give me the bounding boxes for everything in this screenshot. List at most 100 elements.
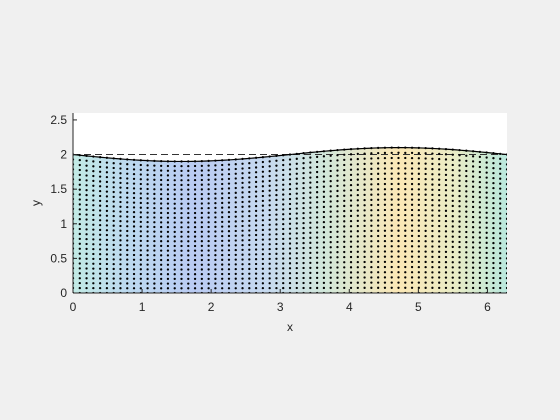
grid-node xyxy=(404,156,407,160)
grid-node xyxy=(119,287,122,290)
grid-node xyxy=(119,220,122,223)
grid-node xyxy=(112,224,115,227)
grid-node xyxy=(166,254,170,257)
grid-node xyxy=(315,271,319,274)
grid-node xyxy=(492,201,495,205)
grid-node xyxy=(465,246,468,249)
grid-node xyxy=(492,226,495,230)
grid-node xyxy=(282,272,285,275)
grid-node xyxy=(363,173,366,176)
grid-node xyxy=(390,188,393,191)
grid-node xyxy=(309,186,312,189)
grid-node xyxy=(139,206,142,209)
grid-node xyxy=(112,253,115,256)
grid-node xyxy=(132,244,136,247)
grid-node xyxy=(180,169,183,173)
grid-node xyxy=(492,246,495,250)
grid-node xyxy=(160,211,163,215)
grid-node xyxy=(254,219,258,222)
grid-node xyxy=(98,223,102,227)
grid-node xyxy=(471,226,475,229)
x-tick-label: 1 xyxy=(139,300,146,314)
grid-node xyxy=(173,282,176,285)
grid-node xyxy=(322,266,326,269)
grid-node xyxy=(485,236,488,239)
grid-node xyxy=(404,276,407,279)
grid-node xyxy=(363,204,366,207)
grid-node xyxy=(132,282,136,285)
grid-node xyxy=(444,230,448,233)
grid-node xyxy=(451,220,454,223)
grid-node xyxy=(309,246,312,249)
grid-node xyxy=(431,276,434,279)
grid-node xyxy=(397,265,400,269)
grid-node xyxy=(438,183,441,186)
grid-node xyxy=(92,228,95,231)
grid-node xyxy=(275,159,278,162)
grid-node xyxy=(390,162,393,165)
grid-node xyxy=(160,183,163,186)
grid-node xyxy=(78,257,81,260)
grid-node xyxy=(363,193,366,197)
grid-node xyxy=(153,188,156,191)
grid-node xyxy=(383,167,387,170)
grid-node xyxy=(390,213,393,217)
grid-node xyxy=(363,183,366,186)
grid-node xyxy=(465,241,468,244)
grid-node xyxy=(465,281,468,284)
grid-node xyxy=(153,192,156,196)
grid-node xyxy=(309,191,312,194)
grid-node xyxy=(200,225,203,229)
grid-node xyxy=(444,245,448,248)
grid-node xyxy=(288,183,292,186)
grid-node xyxy=(126,229,129,233)
grid-node xyxy=(282,252,285,255)
grid-node xyxy=(309,226,312,229)
grid-node xyxy=(404,219,407,222)
grid-node xyxy=(424,271,427,274)
grid-node xyxy=(288,222,292,225)
grid-node xyxy=(288,242,292,245)
grid-node xyxy=(451,261,454,264)
grid-node xyxy=(390,177,393,180)
grid-node xyxy=(193,277,197,281)
grid-node xyxy=(315,186,319,189)
grid-node xyxy=(275,164,278,167)
grid-node xyxy=(275,228,278,231)
grid-node xyxy=(343,220,346,223)
grid-node xyxy=(451,215,454,218)
grid-node xyxy=(288,197,292,201)
grid-node xyxy=(207,235,210,238)
grid-node xyxy=(302,231,305,235)
grid-node xyxy=(126,196,129,199)
grid-node xyxy=(295,172,298,175)
grid-node xyxy=(505,158,507,161)
grid-node xyxy=(444,240,448,243)
grid-node xyxy=(98,233,102,236)
grid-node xyxy=(200,197,203,200)
grid-node xyxy=(139,253,142,257)
x-tick-label: 0 xyxy=(70,300,77,314)
grid-node xyxy=(424,172,427,176)
grid-node xyxy=(377,224,380,227)
grid-node xyxy=(187,268,190,271)
x-tick-label: 5 xyxy=(415,300,422,314)
grid-node xyxy=(126,239,129,242)
grid-node xyxy=(309,176,312,179)
grid-node xyxy=(329,271,332,274)
grid-node xyxy=(410,214,414,217)
grid-node xyxy=(444,219,448,223)
grid-node xyxy=(485,226,488,229)
grid-node xyxy=(431,245,434,248)
grid-node xyxy=(295,212,298,215)
grid-node xyxy=(214,225,217,228)
grid-node xyxy=(105,267,109,271)
grid-node xyxy=(187,258,190,262)
grid-node xyxy=(451,153,454,156)
grid-node xyxy=(471,246,475,249)
grid-node xyxy=(471,160,475,163)
grid-node xyxy=(132,177,136,181)
grid-node xyxy=(139,182,142,186)
grid-node xyxy=(315,155,319,159)
grid-node xyxy=(248,287,251,290)
